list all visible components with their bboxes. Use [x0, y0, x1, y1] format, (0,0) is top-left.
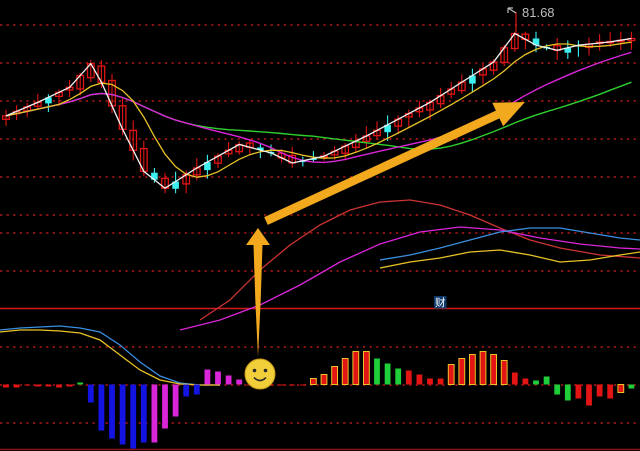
svg-text:81.68: 81.68	[522, 5, 555, 20]
svg-text:财: 财	[435, 296, 446, 309]
